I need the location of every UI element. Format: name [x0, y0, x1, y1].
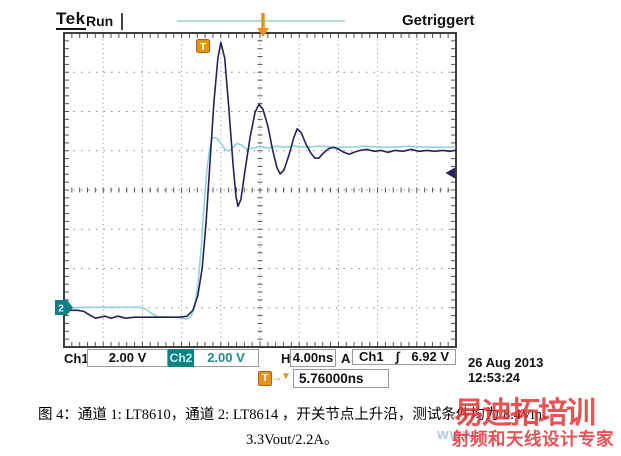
trigger-delay-icon: T	[258, 371, 272, 386]
ch2-position-marker	[55, 300, 73, 315]
arrow-right-icon: →	[271, 370, 283, 384]
figure-caption-line2: 3.3Vout/2.2A。	[246, 432, 339, 448]
datetime-stamp: 26 Aug 2013 12:53:24	[468, 355, 543, 385]
waveform-ch1	[63, 41, 456, 320]
date: 26 Aug 2013	[468, 355, 544, 370]
trigger-source: Ch1	[359, 349, 384, 364]
rising-edge-icon: ∫	[395, 349, 400, 364]
ch2-scale-readout: 2.00 V	[194, 349, 259, 367]
trigger-mode-label: A	[341, 351, 351, 366]
trigger-status: Getriggert	[402, 12, 475, 29]
time: 12:53:24	[468, 370, 521, 385]
triangle-down-icon: ▼	[281, 371, 291, 382]
acquisition-status: Run	[86, 13, 114, 29]
ch1-label: Ch1	[64, 351, 89, 366]
horizontal-scale-readout: 4.00ns	[290, 349, 336, 367]
watermark-brand: 易迪拓培训	[454, 397, 596, 430]
watermark-tagline: 射频和天线设计专家	[452, 429, 614, 449]
ch2-position-marker-label: 2	[58, 304, 64, 315]
preview-left-tick	[121, 13, 123, 30]
ch2-label-badge: Ch2	[168, 349, 194, 367]
trigger-readout: Ch1 ∫ 6.92 V	[352, 349, 456, 365]
trigger-level-arrow-icon	[445, 167, 455, 179]
ch1-scale-readout: 2.00 V	[87, 349, 168, 367]
trigger-position-arrow-icon	[257, 28, 269, 37]
delay-readout: 5.76000ns	[293, 369, 389, 388]
figure-caption-line1: 图 4：通道 1: LT8610，通道 2: LT8614 ，开关节点上升沿，测…	[38, 407, 557, 423]
tek-logo: Tek	[56, 9, 86, 30]
trigger-point-badge-label: T	[200, 42, 206, 53]
trigger-level: 6.92 V	[411, 349, 449, 364]
watermark-url: www	[437, 426, 476, 443]
horizontal-label: H	[281, 351, 291, 366]
trigger-point-badge	[196, 39, 210, 53]
